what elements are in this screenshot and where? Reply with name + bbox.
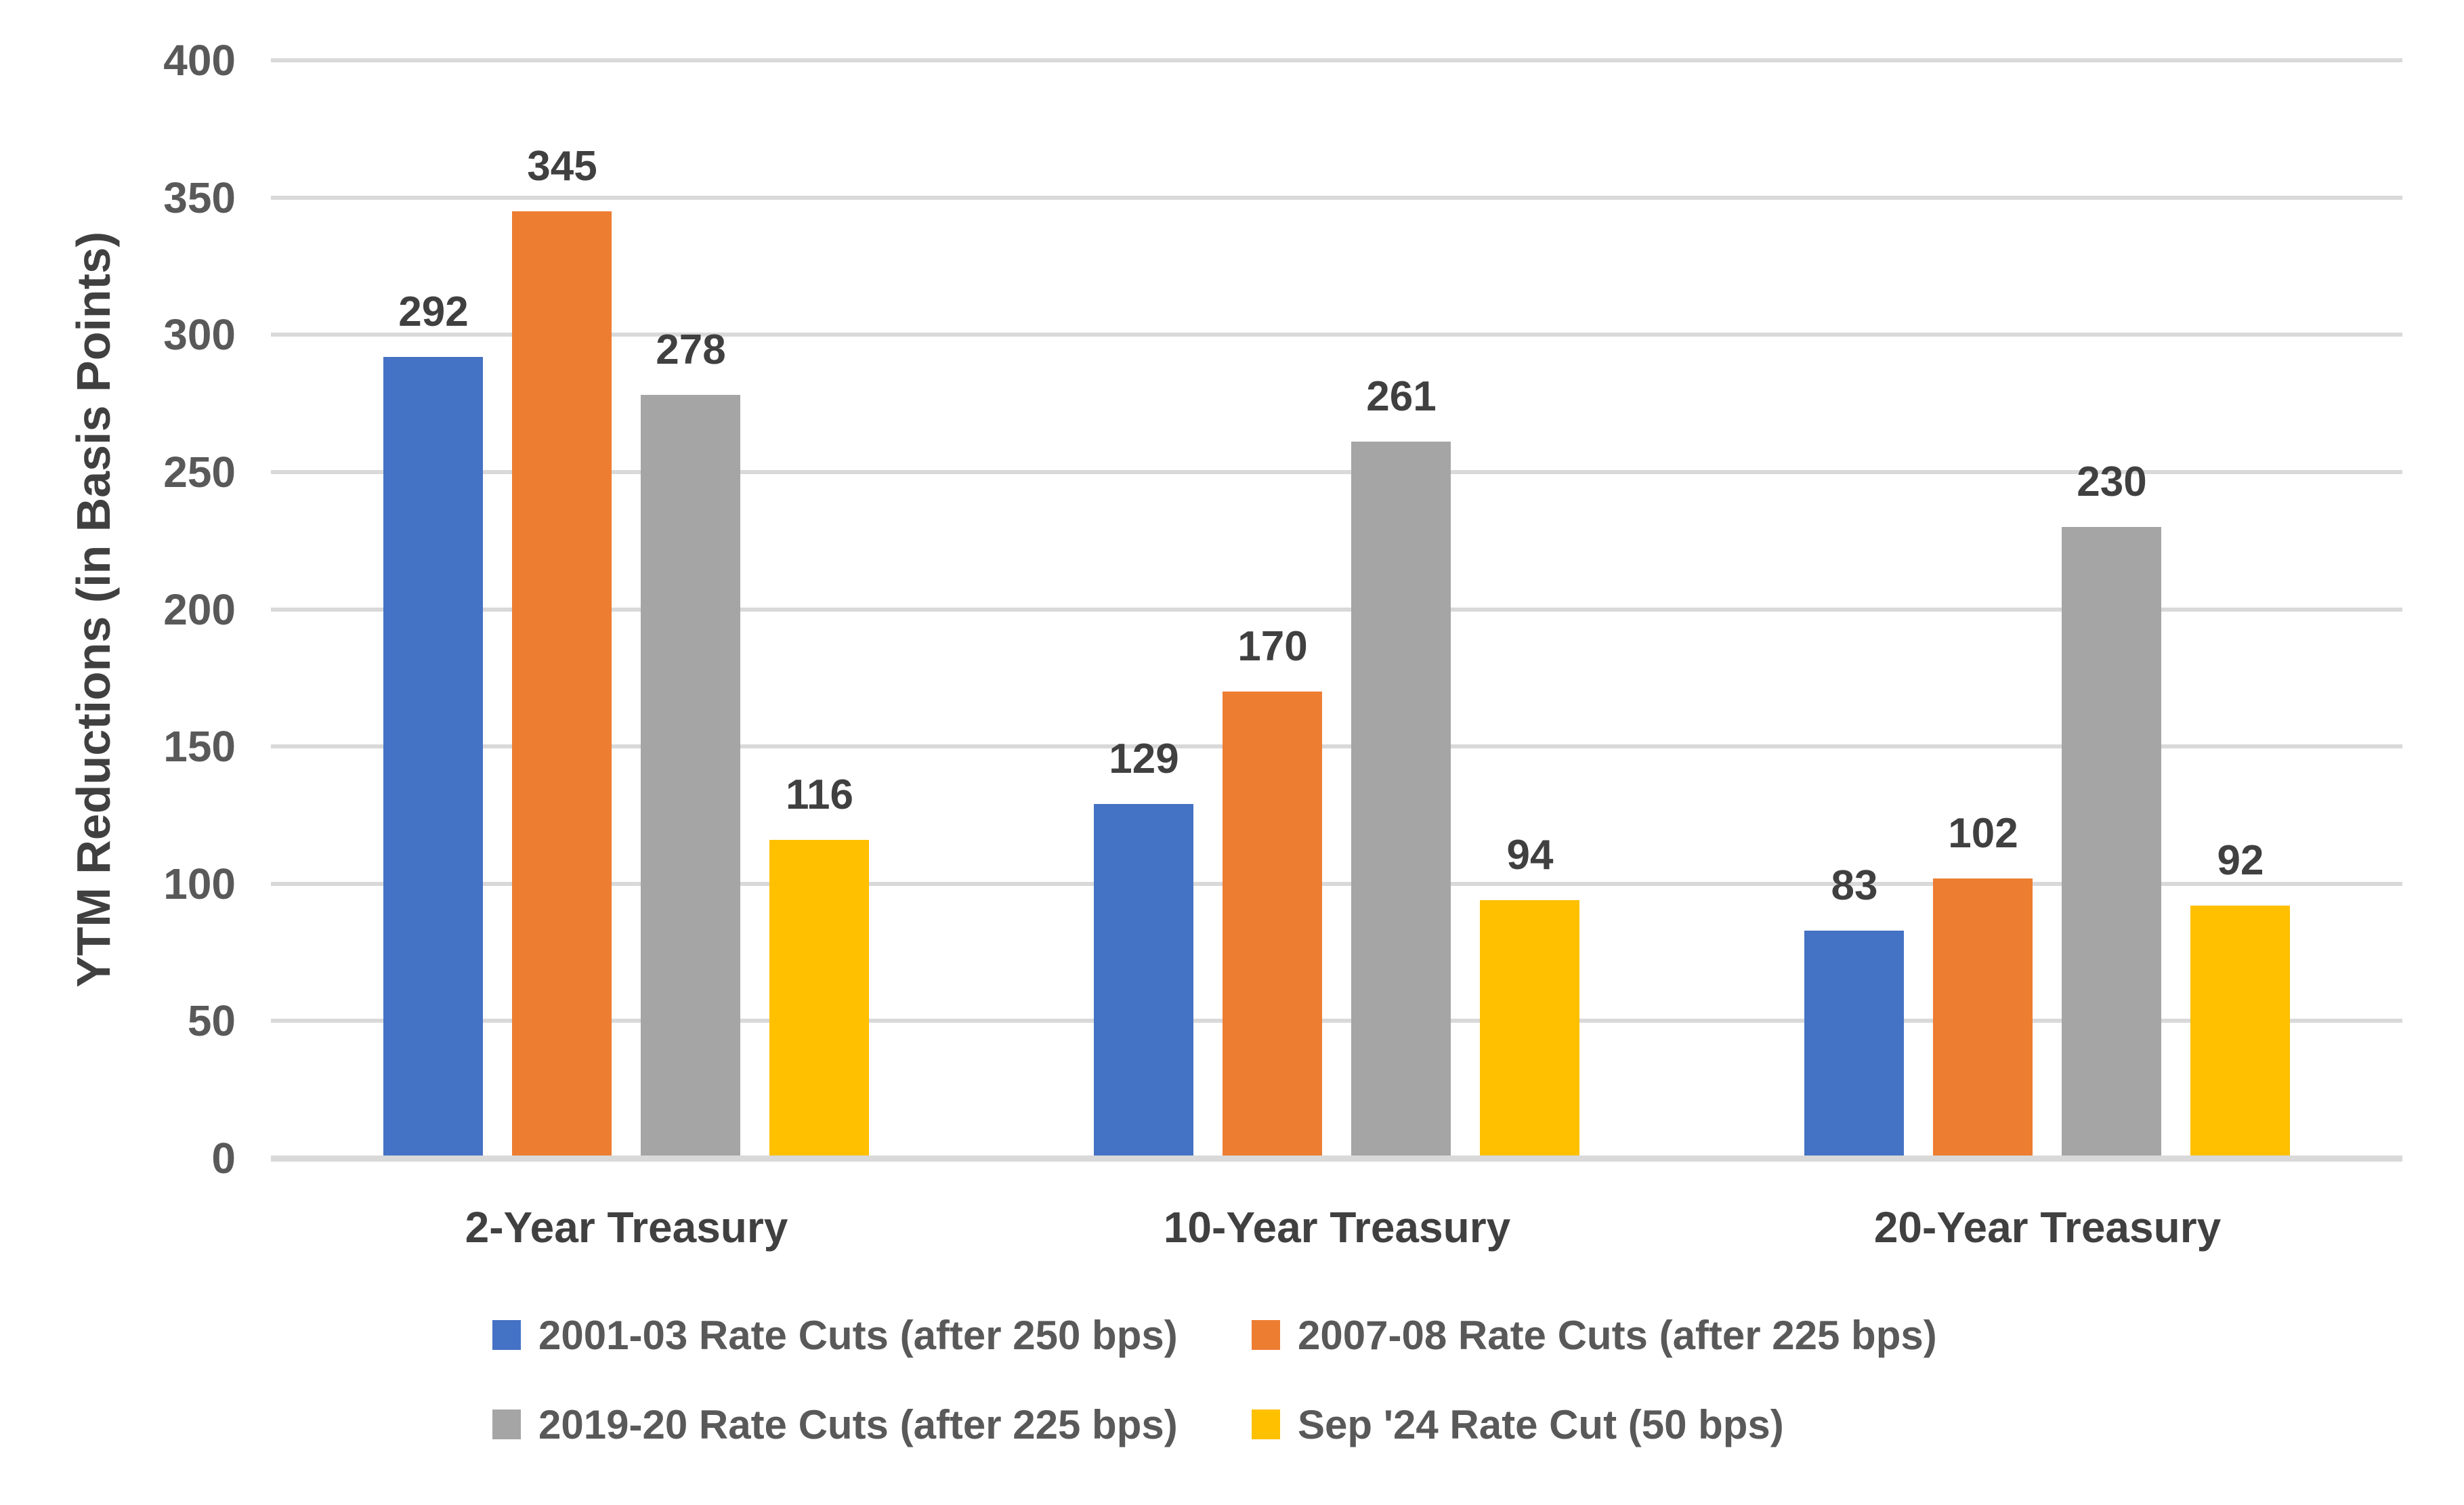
legend-item: 2001-03 Rate Cuts (after 250 bps) <box>492 1311 1178 1359</box>
bar-value-label: 92 <box>2217 837 2264 884</box>
legend-marker-icon <box>492 1320 521 1350</box>
gridline <box>271 196 2402 200</box>
gridline <box>271 608 2402 612</box>
bar <box>1351 442 1451 1156</box>
y-tick-label: 300 <box>163 310 236 359</box>
y-tick-label: 100 <box>163 860 236 908</box>
y-tick-label: 400 <box>163 36 236 85</box>
bar <box>512 211 612 1156</box>
legend-item: 2007-08 Rate Cuts (after 225 bps) <box>1252 1311 1937 1359</box>
legend-marker-icon <box>492 1409 521 1439</box>
bar <box>383 357 483 1156</box>
bar <box>2062 527 2161 1156</box>
bar-value-label: 345 <box>527 143 597 190</box>
x-category-label: 20-Year Treasury <box>1873 1203 2222 1252</box>
gridline <box>271 744 2402 748</box>
y-tick-label: 350 <box>163 173 236 222</box>
legend-marker-icon <box>1252 1320 1280 1350</box>
y-tick-label: 50 <box>187 996 236 1045</box>
bar-value-label: 292 <box>398 289 469 335</box>
gridline <box>271 882 2402 886</box>
bar <box>769 840 869 1156</box>
gridline <box>271 470 2402 474</box>
bar-value-label: 94 <box>1506 832 1554 878</box>
bar <box>1223 692 1322 1156</box>
legend-item: Sep '24 Rate Cut (50 bps) <box>1252 1400 1784 1449</box>
bar-value-label: 116 <box>785 771 854 818</box>
bar-value-label: 170 <box>1237 623 1308 670</box>
y-tick-label: 200 <box>163 585 236 634</box>
y-tick-label: 150 <box>163 722 236 771</box>
y-tick-label: 0 <box>211 1134 236 1183</box>
bar <box>1933 878 2033 1156</box>
x-axis-line <box>271 1156 2402 1162</box>
bar-value-label: 102 <box>1948 810 2018 857</box>
gridline <box>271 333 2402 337</box>
y-tick-label: 250 <box>163 448 236 496</box>
legend-label: 2019-20 Rate Cuts (after 225 bps) <box>538 1401 1178 1447</box>
bar-value-label: 261 <box>1366 373 1437 420</box>
bar-value-label: 278 <box>656 326 726 373</box>
legend-marker-icon <box>1252 1409 1280 1439</box>
x-category-label: 10-Year Treasury <box>1163 1203 1511 1252</box>
legend-label: Sep '24 Rate Cut (50 bps) <box>1298 1401 1784 1447</box>
legend-item: 2019-20 Rate Cuts (after 225 bps) <box>492 1400 1178 1449</box>
bar-value-label: 129 <box>1109 736 1179 782</box>
bar <box>641 395 740 1156</box>
gridline <box>271 1019 2402 1023</box>
gridline <box>271 58 2402 62</box>
bar-value-label: 230 <box>2077 459 2147 505</box>
legend-label: 2007-08 Rate Cuts (after 225 bps) <box>1298 1312 1937 1358</box>
bar-value-label: 83 <box>1831 862 1878 909</box>
bar <box>1480 900 1579 1156</box>
bar <box>2190 906 2290 1156</box>
bar <box>1094 804 1193 1156</box>
x-category-label: 2-Year Treasury <box>465 1203 788 1252</box>
bar <box>1804 931 1904 1156</box>
legend-label: 2001-03 Rate Cuts (after 250 bps) <box>538 1312 1178 1358</box>
